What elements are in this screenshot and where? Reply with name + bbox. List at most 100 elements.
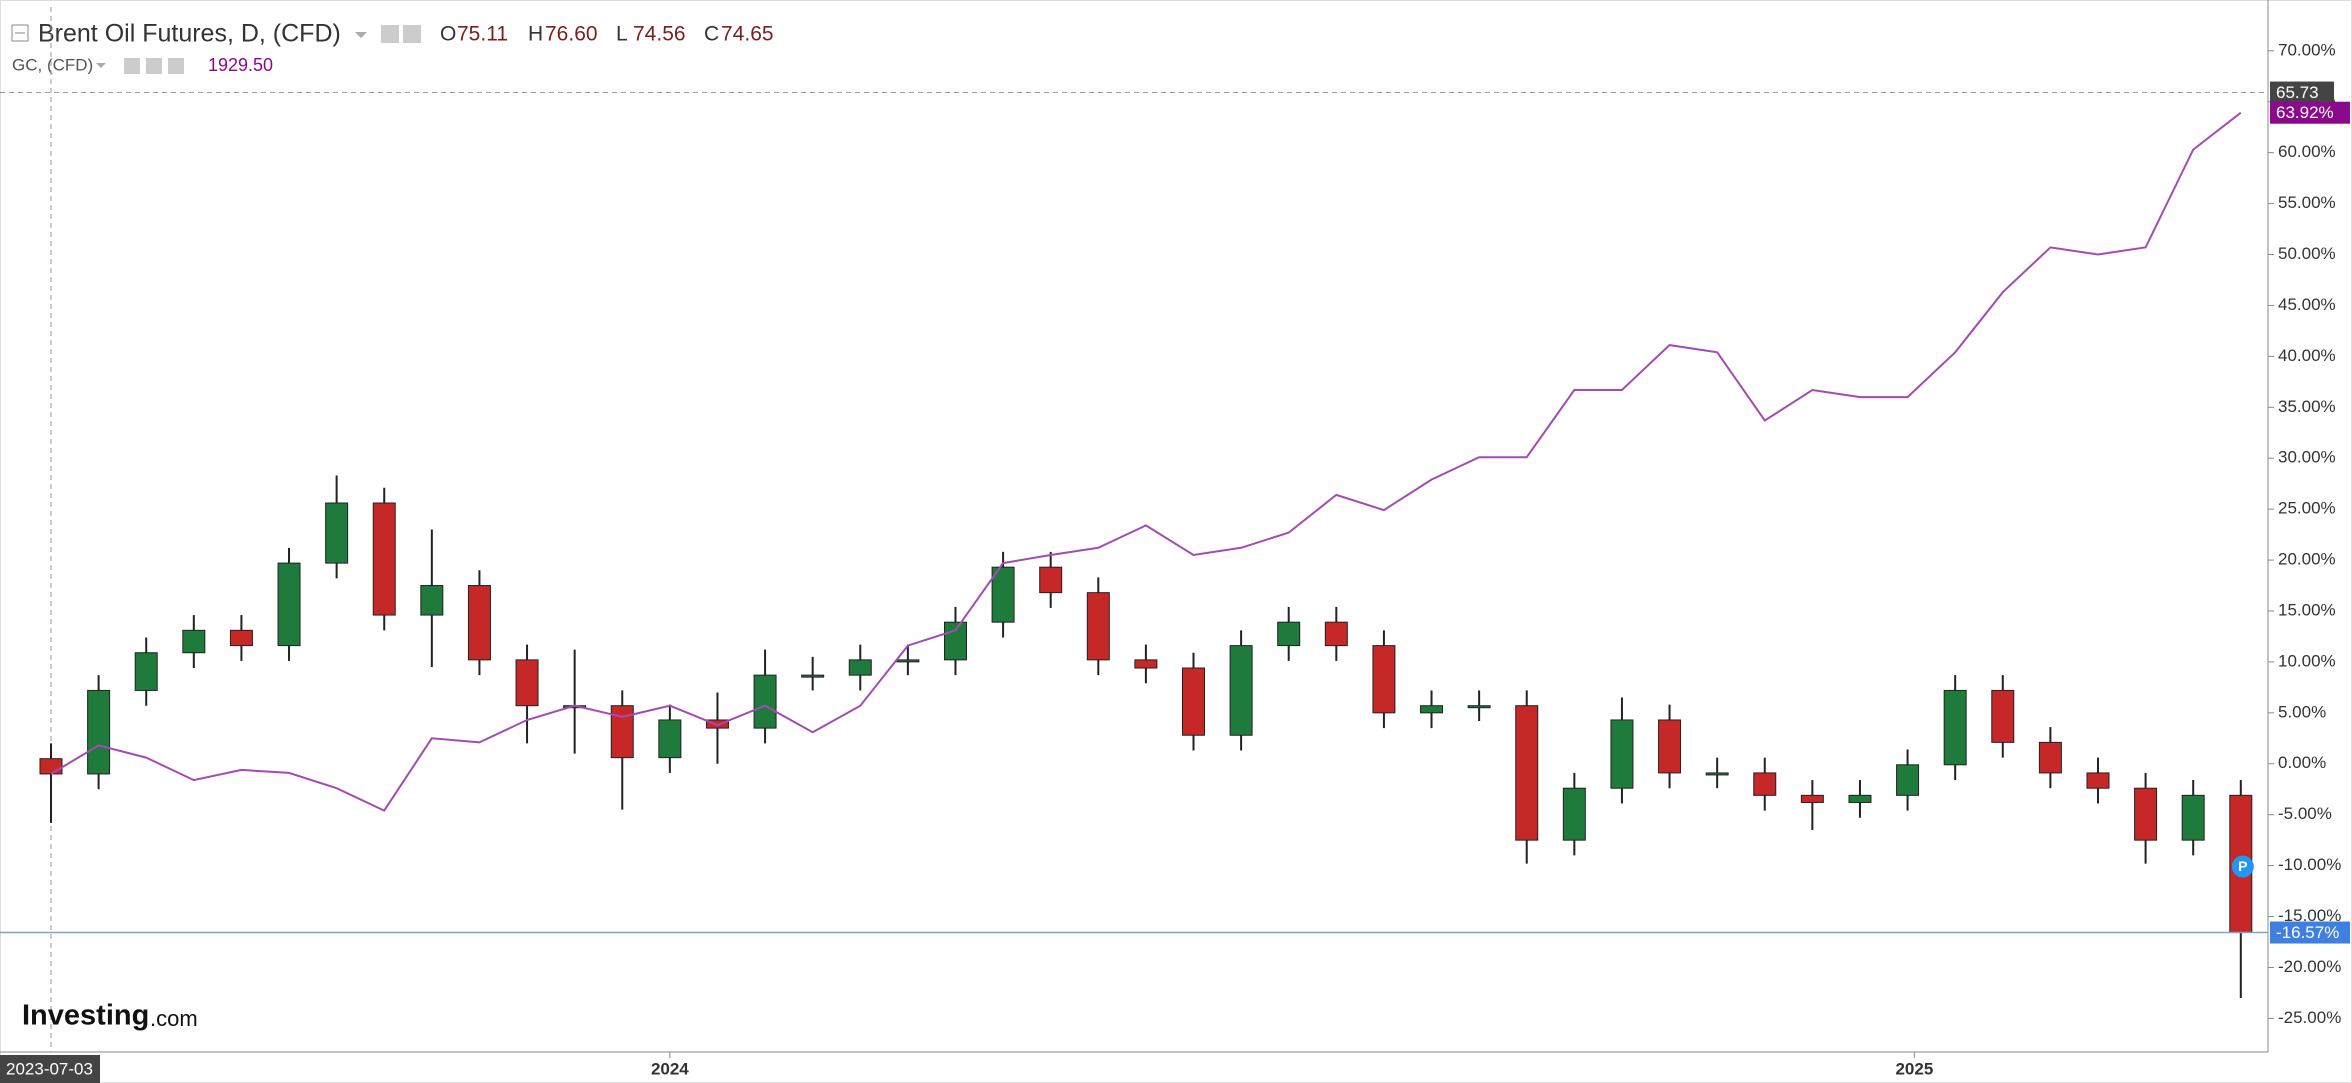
y-tick-label: 5.00% — [2278, 702, 2326, 721]
candle-body — [1562, 787, 1586, 841]
dropdown-arrow[interactable] — [355, 32, 367, 38]
y-tick-label: -25.00% — [2278, 1008, 2341, 1027]
candle-body — [801, 674, 825, 678]
y-tick-label: 30.00% — [2278, 448, 2336, 467]
y-tick-label: 40.00% — [2278, 346, 2336, 365]
candle-body — [1705, 772, 1729, 776]
candle-body — [1372, 645, 1396, 714]
candle-body — [2086, 772, 2110, 789]
logo: Investing .com — [22, 1000, 198, 1032]
candle-body — [1467, 705, 1491, 709]
ohlc-legend: O 75.11 H 76.60 L 74.56 C 74.65 — [440, 23, 774, 46]
crosshair-y-label: 65.73 — [2276, 83, 2319, 102]
candle-body — [1515, 705, 1539, 841]
header: Brent Oil Futures, D, (CFD) O 75.11 H 76.60… — [11, 20, 774, 75]
y-tick-label: 10.00% — [2278, 651, 2336, 670]
crosshair-x-label: 2023-07-03 — [6, 1059, 93, 1078]
candle-body — [1848, 794, 1872, 803]
y-tick-label: 55.00% — [2278, 193, 2336, 212]
ohlc-key: H — [528, 23, 543, 46]
eye-icon[interactable] — [381, 25, 399, 43]
candle-body — [1800, 794, 1824, 803]
compare-last-label: 63.92% — [2276, 103, 2334, 122]
ohlc-value: 74.65 — [721, 23, 774, 46]
candle-body — [1134, 659, 1158, 669]
eye-icon[interactable] — [124, 58, 140, 74]
logo-suffix: .com — [150, 1006, 198, 1031]
candle-body — [372, 502, 396, 616]
dropdown-arrow[interactable] — [96, 63, 106, 68]
ohlc-key: O — [440, 23, 456, 46]
x-tick-label: 2025 — [1895, 1059, 1933, 1078]
y-tick-label: 25.00% — [2278, 499, 2336, 518]
candle-body — [1991, 689, 2015, 743]
y-tick-label: 20.00% — [2278, 550, 2336, 569]
ohlc-key: L — [616, 23, 628, 46]
candle-body — [134, 652, 158, 691]
candle-body — [1229, 645, 1253, 736]
candle-body — [1039, 566, 1063, 594]
candle-body — [1610, 719, 1634, 789]
candle-body — [896, 659, 920, 663]
candle-body — [39, 758, 63, 775]
candle-body — [1277, 621, 1301, 647]
candle-body — [1182, 667, 1206, 736]
candle-body — [420, 585, 444, 616]
candle-body — [2181, 794, 2205, 841]
last-price-label: -16.57% — [2276, 923, 2339, 942]
y-tick-label: -20.00% — [2278, 957, 2341, 976]
candle-body — [2134, 787, 2158, 841]
candle-body — [182, 629, 206, 654]
ohlc-value: 75.11 — [457, 23, 508, 46]
crosshair-x-tag — [0, 1055, 100, 1083]
candle-body — [229, 629, 253, 647]
compare-line — [50, 111, 2242, 812]
candle-body — [658, 719, 682, 759]
candle-body — [325, 502, 349, 564]
crosshair-y-tag — [2270, 81, 2334, 104]
last-price-tag — [2270, 921, 2350, 944]
collapse-icon[interactable] — [11, 24, 29, 42]
ohlc-value: 74.56 — [633, 23, 686, 46]
ohlc-key: C — [704, 23, 719, 46]
candle-body — [1896, 764, 1920, 796]
y-tick-label: 45.00% — [2278, 295, 2336, 314]
plot — [0, 7, 2268, 1052]
y-tick-label: -15.00% — [2278, 906, 2341, 925]
candle-body — [1943, 689, 1967, 766]
y-tick-label: 70.00% — [2278, 40, 2336, 59]
settings-icon[interactable] — [146, 58, 162, 74]
y-tick-label: -10.00% — [2278, 855, 2341, 874]
y-tick-label: 60.00% — [2278, 142, 2336, 161]
candle-body — [753, 674, 777, 729]
candle-body — [1658, 719, 1682, 774]
candle-body — [1753, 772, 1777, 796]
candle-body — [1420, 705, 1444, 714]
chart-title: Brent Oil Futures, D, (CFD) — [38, 20, 341, 48]
candle-body — [515, 659, 539, 707]
candle-body — [848, 659, 872, 676]
candle-body — [991, 566, 1015, 623]
compare-price: 1929.50 — [208, 55, 273, 75]
x-tick-label: 2024 — [651, 1059, 689, 1078]
y-tick-label: -5.00% — [2278, 804, 2332, 823]
y-tick-label: 35.00% — [2278, 397, 2336, 416]
y-tick-label: 0.00% — [2278, 753, 2326, 772]
settings-icon[interactable] — [403, 25, 421, 43]
y-tick-label: 50.00% — [2278, 244, 2336, 263]
candle-body — [610, 705, 634, 759]
candle-body — [87, 689, 111, 775]
badge-circle — [2231, 855, 2254, 878]
ohlc-value: 76.60 — [545, 23, 598, 46]
compare-last-tag — [2270, 101, 2350, 124]
badge-label: P — [2238, 858, 2247, 874]
candle-body — [467, 585, 491, 661]
candle-body — [1324, 621, 1348, 647]
candle-body — [2038, 741, 2062, 774]
logo-name: Investing — [22, 1000, 149, 1032]
candle-body — [1086, 592, 1110, 661]
close-icon[interactable] — [168, 58, 184, 74]
candle-body — [277, 562, 301, 647]
